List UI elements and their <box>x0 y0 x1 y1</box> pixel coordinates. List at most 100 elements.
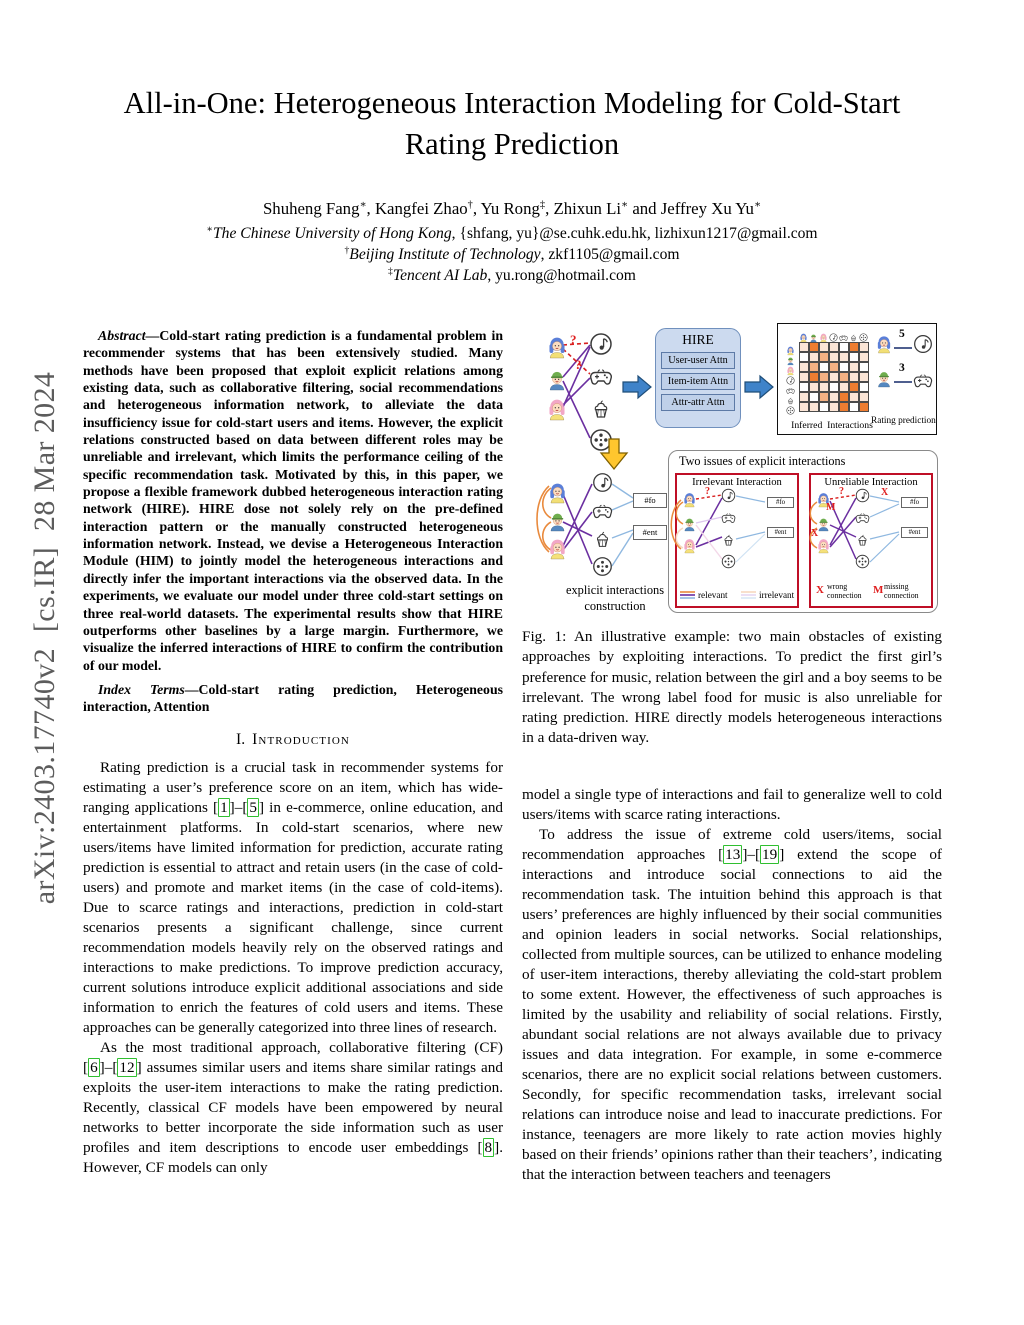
heatmap-cell <box>799 362 809 372</box>
game-icon <box>786 382 795 394</box>
attr-tag-ent: #ent <box>767 527 794 538</box>
legend-irrelevant-label: irrelevant <box>759 590 795 600</box>
girl-pink-avatar <box>682 538 697 554</box>
paper-title: All-in-One: Heterogeneous Interaction Mo… <box>123 86 901 161</box>
issues-title: Two issues of explicit interactions <box>679 454 846 468</box>
inferred-interactions-grid <box>783 329 875 417</box>
section-title: Introduction <box>252 730 350 748</box>
rating-value: 3 <box>899 362 905 374</box>
heatmap-cell <box>819 392 829 402</box>
explicit-interactions-diagram: #fo #ent <box>536 472 672 582</box>
missing-mark: M <box>826 502 836 513</box>
heatmap-cell <box>809 362 819 372</box>
rating-value: 5 <box>899 328 905 340</box>
game-icon <box>839 329 848 341</box>
citation-link[interactable]: 1 <box>218 797 230 817</box>
heatmap-cell <box>809 352 819 362</box>
heatmap-cell <box>849 362 859 372</box>
heatmap-cell <box>799 342 809 352</box>
girl-blue-avatar <box>546 336 568 359</box>
heatmap-cell <box>819 362 829 372</box>
heatmap-cell <box>819 372 829 382</box>
heatmap-cell <box>799 392 809 402</box>
heatmap-cell <box>849 372 859 382</box>
heatmap-cell <box>829 402 839 412</box>
cupcake-icon <box>849 329 858 342</box>
right-column-text: model a single type of interactions and … <box>522 785 942 1185</box>
affiliations: ∗The Chinese University of Hong Kong, {s… <box>0 223 1024 286</box>
music-icon <box>829 329 838 342</box>
explicit-construction-label: explicit interactions construction <box>565 583 665 613</box>
film-reel-icon <box>855 554 870 569</box>
attr-tag-ent: #ent <box>901 527 928 538</box>
girl-pink-icon <box>786 362 795 376</box>
heatmap-cell <box>809 372 819 382</box>
question-mark: ? <box>839 486 844 497</box>
heatmap-cell <box>839 402 849 412</box>
heatmap-cell <box>849 342 859 352</box>
body-paragraph: To address the issue of extreme cold use… <box>522 825 942 1183</box>
body-paragraph: As the most traditional approach, collab… <box>83 1038 503 1176</box>
heatmap-cell <box>839 342 849 352</box>
heatmap-cell <box>829 372 839 382</box>
citation-link[interactable]: 19 <box>760 844 780 864</box>
music-icon <box>592 472 613 493</box>
cupcake-icon <box>855 532 870 547</box>
heatmap-cell <box>829 382 839 392</box>
wrong-mark: X <box>881 487 889 498</box>
abstract-text: Abstract—Cold-start rating prediction is… <box>83 328 503 673</box>
citation-link[interactable]: 8 <box>482 1137 495 1157</box>
girl-pink-icon <box>819 329 828 343</box>
figure-caption: Fig. 1: An illustrative example: two mai… <box>522 628 942 747</box>
connection-lines <box>536 483 634 567</box>
inferred-interactions-label: Inferred Interactions <box>791 420 873 431</box>
heatmap-cell <box>819 402 829 412</box>
legend-irrelevant: irrelevant <box>741 590 794 600</box>
attr-attr-attn-module: Attr-attr Attn <box>661 394 735 411</box>
wrong-connection-label: wrong connection <box>827 582 862 600</box>
irrelevant-lines-icon <box>741 591 756 599</box>
question-mark: ? <box>575 357 582 372</box>
flow-arrow-right-icon <box>744 374 774 400</box>
citation-link[interactable]: 12 <box>117 1057 137 1077</box>
citation-link[interactable]: 13 <box>723 844 743 864</box>
heatmap-cell <box>829 392 839 402</box>
citation-link[interactable]: 6 <box>88 1057 100 1077</box>
citation-link[interactable]: 5 <box>247 797 259 817</box>
game-controller-icon <box>589 364 613 388</box>
panel-title: Unreliable Interaction <box>824 477 918 488</box>
authors-line: Shuheng Fang∗, Kangfei Zhao†, Yu Rong‡, … <box>262 199 762 218</box>
cupcake-icon <box>786 392 795 405</box>
girl-blue-avatar <box>682 492 697 508</box>
wrong-mark: X <box>816 584 824 596</box>
boy-green-avatar <box>875 369 893 388</box>
heatmap-cell <box>839 362 849 372</box>
heatmap-cell <box>799 382 809 392</box>
girl-blue-icon <box>799 329 808 343</box>
heatmap-cell <box>809 392 819 402</box>
irrelevant-panel: Irrelevant Interaction <box>670 473 799 608</box>
game-controller-icon <box>913 370 933 390</box>
music-icon <box>721 488 736 503</box>
affiliation-line: ∗The Chinese University of Hong Kong, {s… <box>206 223 818 242</box>
girl-blue-avatar <box>816 492 831 508</box>
film-icon <box>859 329 868 342</box>
heatmap-cell <box>809 382 819 392</box>
heatmap-cell <box>859 342 869 352</box>
arxiv-watermark: arXiv:2403.17740v2 [cs.IR] 28 Mar 2024 <box>28 371 61 905</box>
section-heading-introduction: I. Introduction <box>83 731 503 749</box>
legend-relevant: relevant <box>680 590 728 600</box>
heatmap-cell <box>849 402 859 412</box>
question-mark: ? <box>705 486 710 497</box>
boy-green-icon <box>809 329 818 343</box>
cupcake-icon <box>592 528 613 549</box>
left-column: Abstract—Cold-start rating prediction is… <box>83 327 503 1178</box>
relevant-lines-icon <box>680 591 695 599</box>
heatmap-cell <box>859 392 869 402</box>
heatmap-cell <box>819 382 829 392</box>
heatmap-cell <box>849 382 859 392</box>
rating-connector <box>894 381 912 383</box>
unreliable-panel: Unreliable Interaction <box>809 473 933 608</box>
heatmap-cell <box>809 342 819 352</box>
